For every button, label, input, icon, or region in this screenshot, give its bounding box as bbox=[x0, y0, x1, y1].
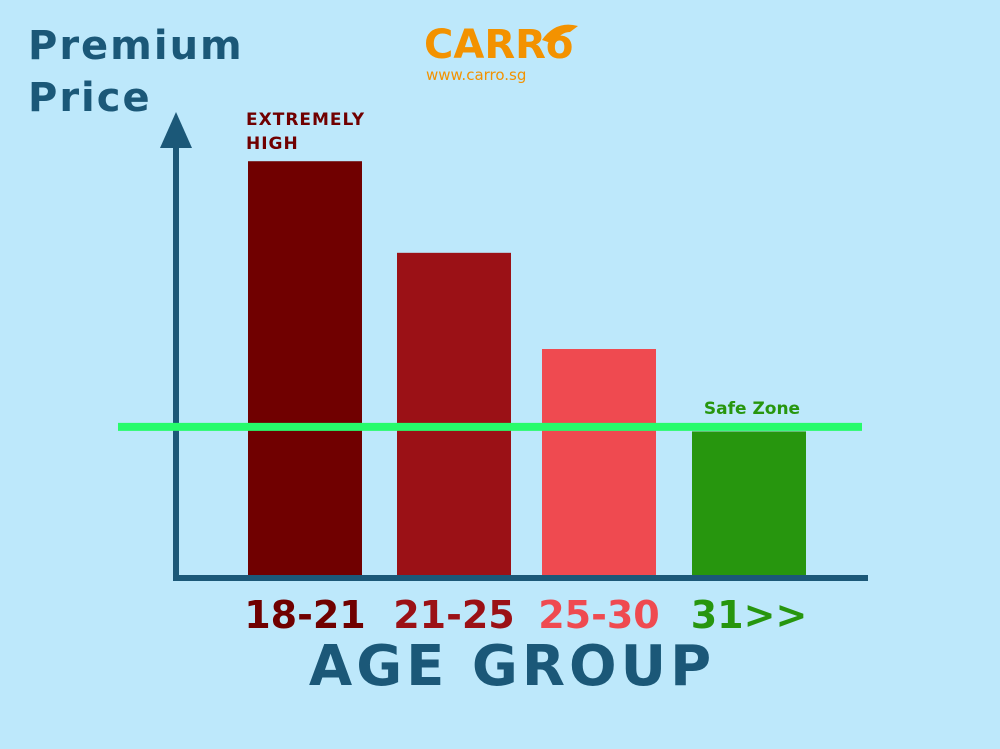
bar bbox=[248, 161, 362, 575]
bar bbox=[692, 431, 806, 575]
annotation: EXTREMELY HIGH bbox=[246, 110, 366, 154]
x-tick-label: 21-25 bbox=[393, 593, 515, 637]
x-axis-label: AGE GROUP bbox=[309, 634, 715, 699]
reference-label: Safe Zone bbox=[704, 399, 800, 419]
x-tick-label: 18-21 bbox=[244, 593, 366, 637]
logo: CARRo bbox=[424, 22, 573, 68]
y-axis-label: Premium Price bbox=[28, 23, 244, 121]
bar bbox=[397, 252, 511, 575]
bar bbox=[542, 349, 656, 575]
y-axis-arrow bbox=[160, 112, 192, 148]
x-tick-label: 31>> bbox=[691, 593, 808, 637]
logo-icon bbox=[542, 24, 578, 44]
x-tick-label: 25-30 bbox=[538, 593, 660, 637]
logo-url: www.carro.sg bbox=[426, 66, 526, 84]
